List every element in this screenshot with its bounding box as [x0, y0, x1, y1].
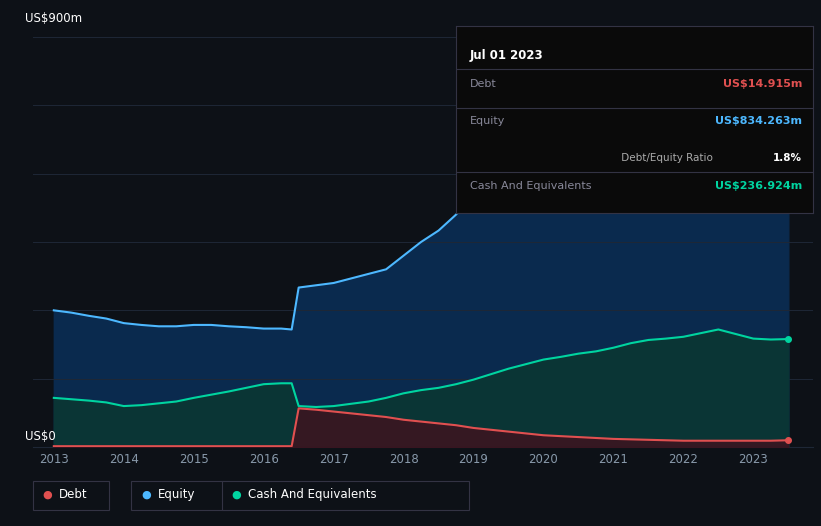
Text: Debt: Debt: [59, 488, 88, 501]
Text: US$14.915m: US$14.915m: [722, 78, 802, 88]
Text: US$0: US$0: [25, 430, 56, 443]
Text: Equity: Equity: [470, 116, 505, 126]
Text: ●: ●: [141, 489, 151, 500]
Text: Jul 01 2023: Jul 01 2023: [470, 49, 544, 62]
Text: US$236.924m: US$236.924m: [715, 181, 802, 191]
Text: ●: ●: [232, 489, 241, 500]
Text: US$900m: US$900m: [25, 12, 82, 25]
Text: ●: ●: [43, 489, 53, 500]
Text: Cash And Equivalents: Cash And Equivalents: [470, 181, 591, 191]
Text: 1.8%: 1.8%: [773, 153, 802, 163]
Text: US$834.263m: US$834.263m: [715, 116, 802, 126]
Text: Debt: Debt: [470, 78, 497, 88]
Text: Cash And Equivalents: Cash And Equivalents: [248, 488, 377, 501]
Text: Equity: Equity: [158, 488, 195, 501]
Text: Debt/Equity Ratio: Debt/Equity Ratio: [618, 153, 713, 163]
